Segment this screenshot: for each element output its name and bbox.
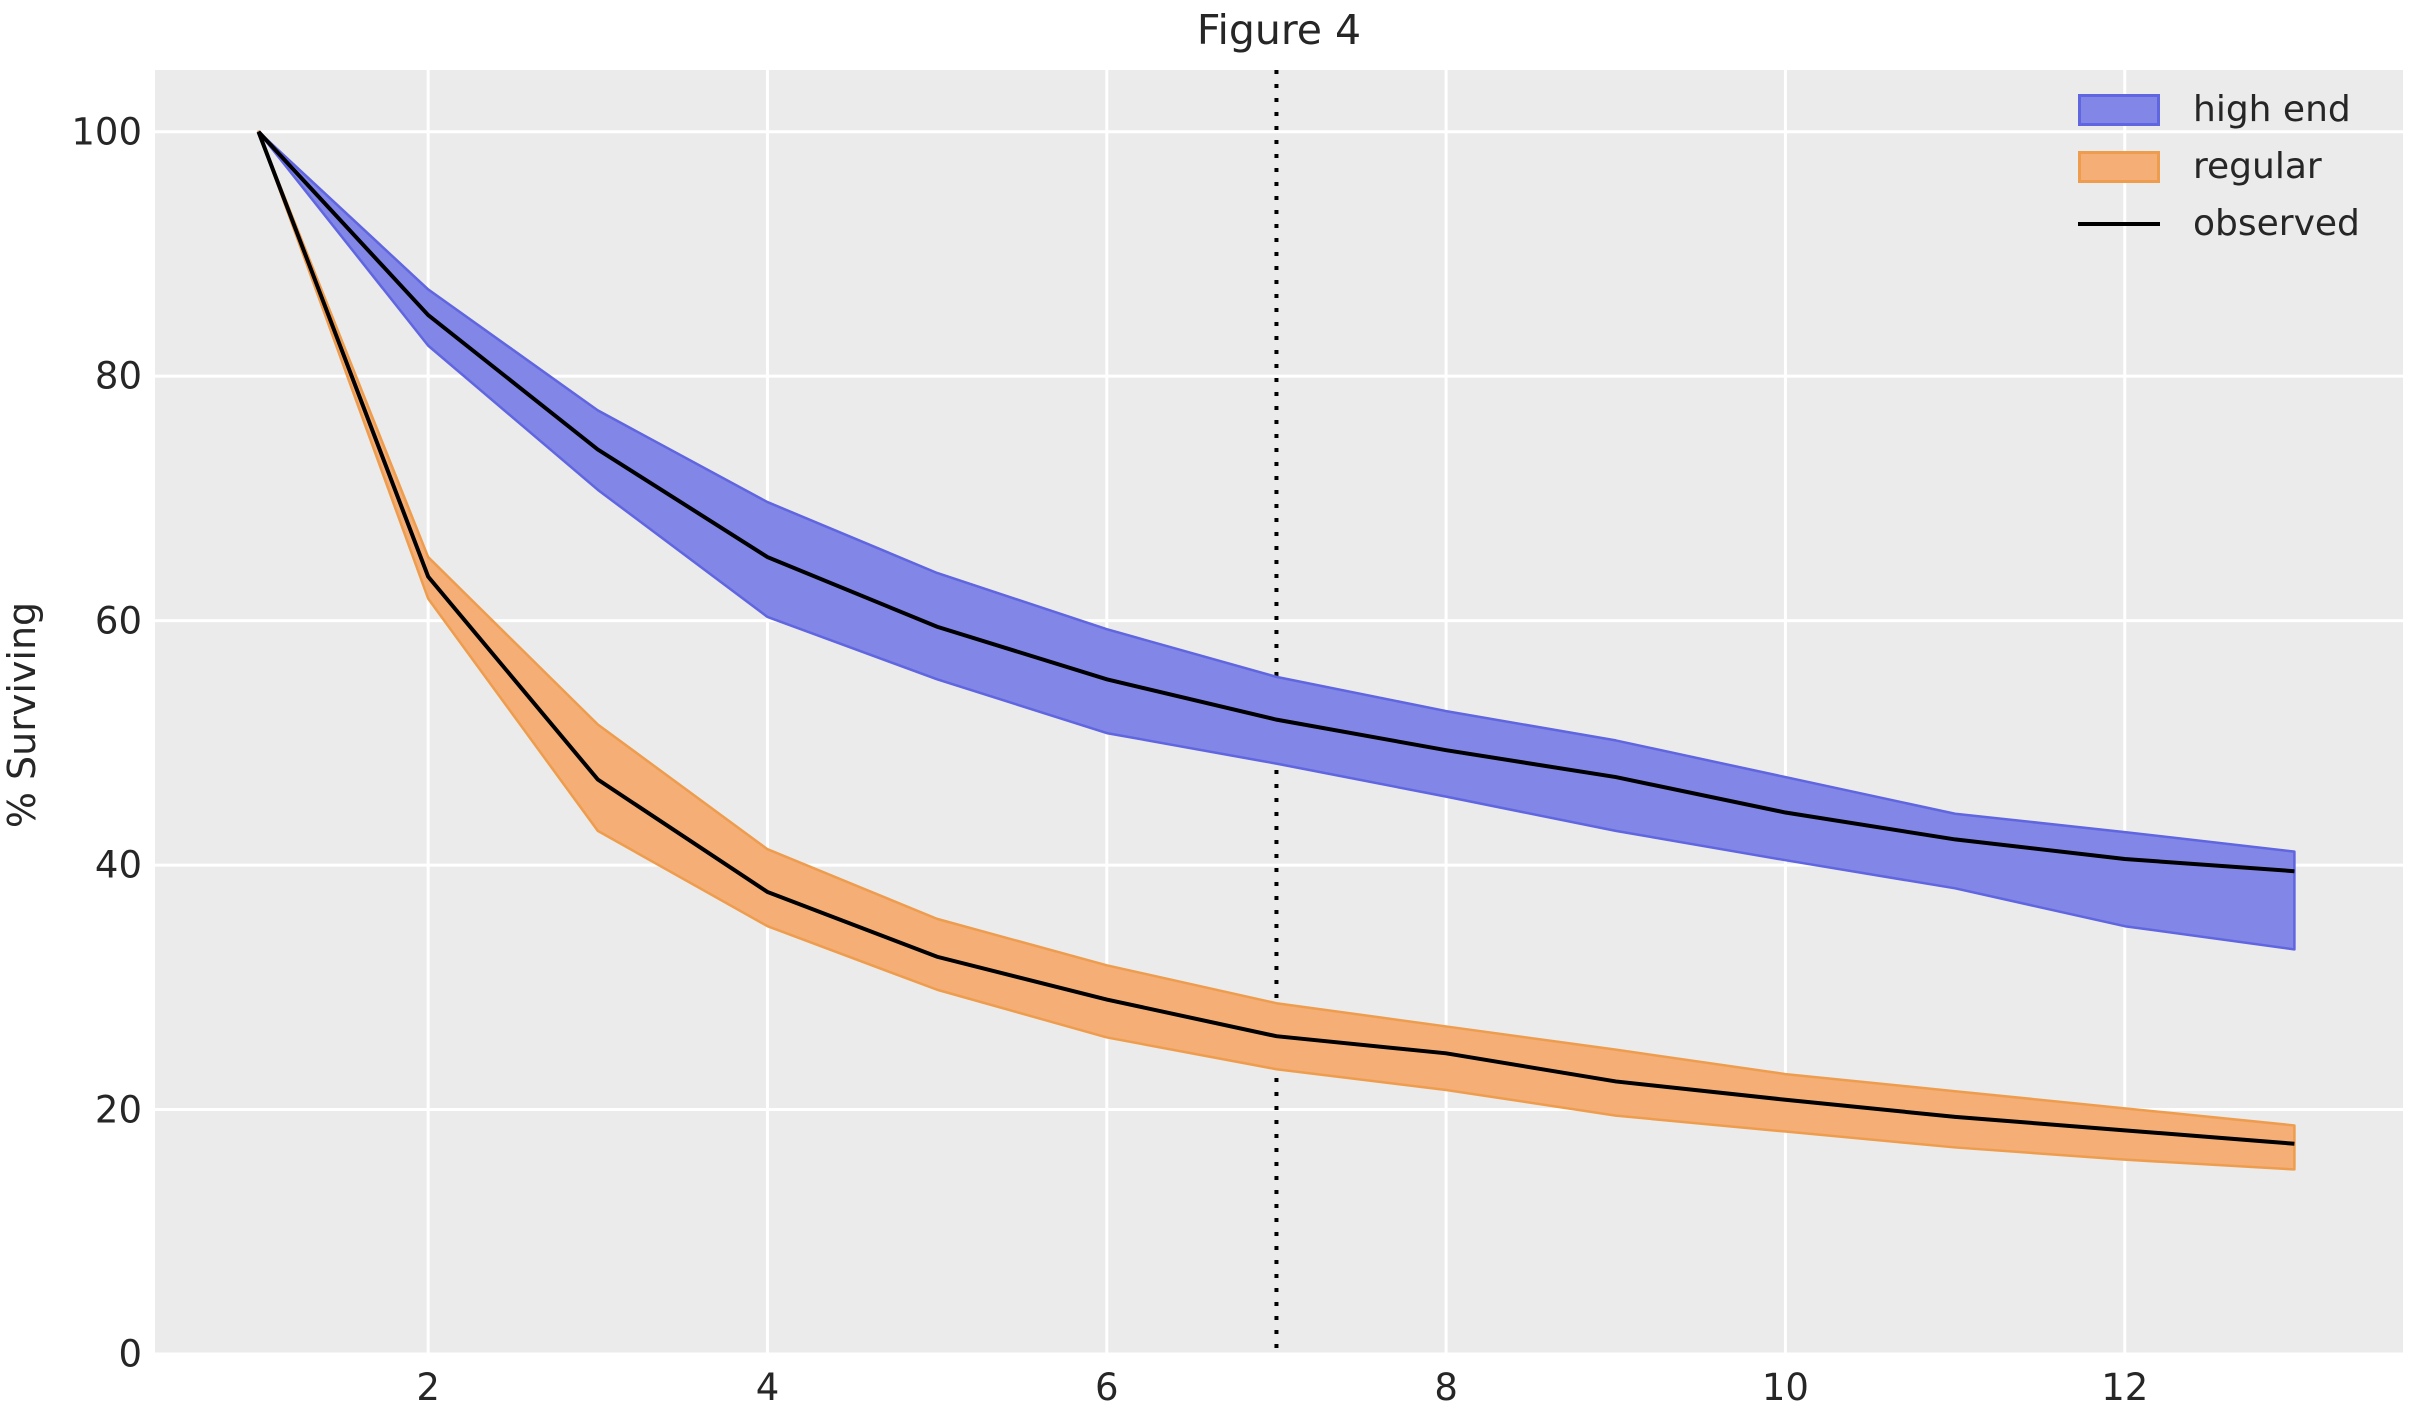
x-tick-label: 8	[1434, 1366, 1458, 1409]
y-tick-label: 0	[118, 1332, 142, 1376]
legend-item-observed: observed	[2078, 203, 2360, 244]
x-tick-label: 12	[2101, 1366, 2149, 1409]
y-tick-label: 100	[71, 110, 142, 154]
y-tick-label: 40	[94, 843, 142, 887]
x-tick-label: 4	[755, 1366, 780, 1409]
band-high-end	[257, 130, 2296, 951]
legend-label-observed: observed	[2193, 203, 2360, 244]
y-axis-label: % Surviving	[0, 601, 44, 829]
observed-line-high-end	[257, 130, 2295, 874]
y-tick-label: 60	[94, 599, 142, 643]
legend-label-regular: regular	[2193, 146, 2322, 187]
chart-title: Figure 4	[1196, 6, 1362, 54]
x-tick-label: 2	[416, 1366, 440, 1409]
legend-item-regular: regular	[2078, 146, 2360, 187]
legend-item-high-end: high end	[2078, 89, 2360, 130]
legend-swatch-regular-icon	[2078, 150, 2160, 183]
legend-label-high-end: high end	[2193, 89, 2351, 130]
x-tick-label: 6	[1095, 1366, 1119, 1409]
y-tick-label: 20	[94, 1088, 142, 1132]
legend-swatch-observed-icon	[2078, 221, 2160, 226]
legend: high end regular observed	[2078, 89, 2360, 265]
x-tick-label: 10	[1761, 1366, 1809, 1409]
band-regular	[257, 130, 2296, 1171]
legend-swatch-high-end-icon	[2078, 93, 2160, 126]
y-tick-label: 80	[94, 354, 142, 398]
observed-line-regular	[256, 131, 2295, 1146]
